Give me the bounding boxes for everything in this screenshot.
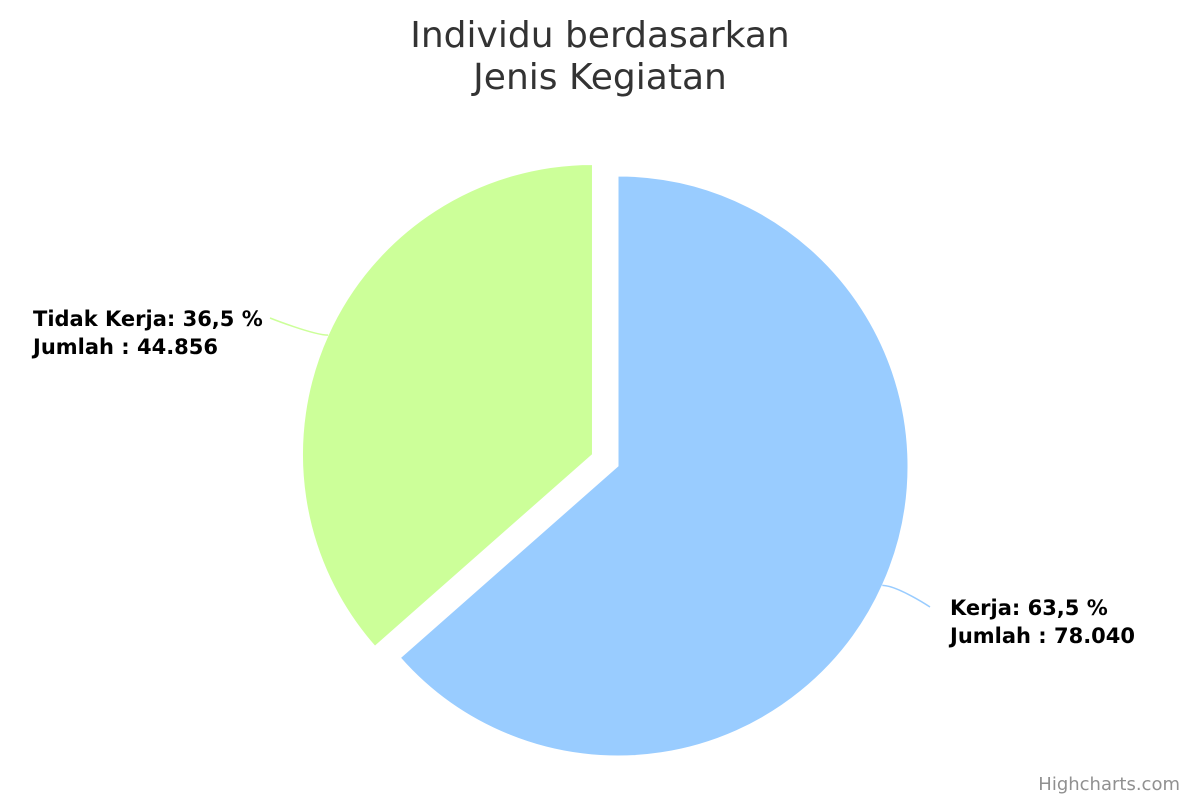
chart-title-line-1: Individu berdasarkan: [410, 15, 790, 56]
data-label-tidak-kerja-count: Jumlah : 44.856: [31, 335, 218, 359]
data-labels: Kerja: 63,5 % Jumlah : 78.040 Tidak Kerja:…: [31, 307, 1135, 648]
pie-slices: [301, 163, 909, 757]
data-label-tidak-kerja-percent: Tidak Kerja: 36,5 %: [33, 307, 263, 331]
data-label-kerja-count: Jumlah : 78.040: [948, 624, 1135, 648]
chart-title-line-2: Jenis Kegiatan: [471, 57, 727, 98]
data-label-kerja-percent: Kerja: 63,5 %: [950, 596, 1108, 620]
label-connector-tidak-kerja: [269, 317, 329, 336]
pie-slice-tidak-kerja[interactable]: [301, 163, 593, 647]
credits-link[interactable]: Highcharts.com: [1038, 774, 1180, 795]
label-connector-kerja: [882, 584, 931, 608]
